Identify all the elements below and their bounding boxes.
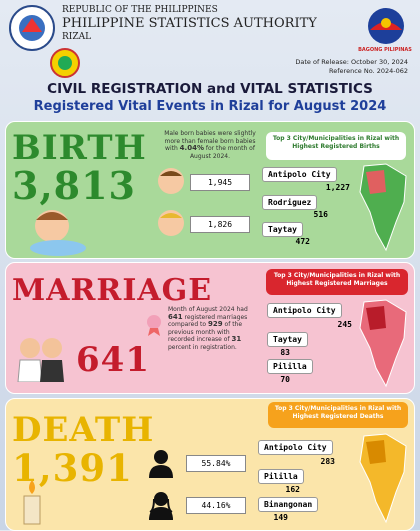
rizal-map <box>359 163 407 252</box>
female-icon <box>149 492 173 520</box>
note-text: percent in registration. <box>168 343 237 351</box>
marriage-total: 641 <box>76 340 150 380</box>
count: 1,227 <box>325 183 350 192</box>
birth-label: BIRTH <box>12 128 147 168</box>
birth-note: Male born babies were slightly more than… <box>158 130 262 160</box>
couple-illustration <box>17 338 64 382</box>
note-text: for the month of August 2024. <box>189 145 255 160</box>
note-text: Month of August 2024 had <box>168 306 248 313</box>
city: Taytay <box>262 222 303 237</box>
male-baby-icon <box>158 168 184 194</box>
release-date: Date of Release: October 30, 2024 <box>295 58 408 66</box>
city: Antipolo City <box>258 440 333 455</box>
marriage-label: MARRIAGE <box>12 273 213 308</box>
title: CIVIL REGISTRATION and VITAL STATISTICS <box>47 81 373 97</box>
male-deaths: 55.84% <box>186 455 246 472</box>
count: 283 <box>320 457 335 466</box>
city: Binangonan <box>258 497 319 512</box>
count: 472 <box>295 237 310 246</box>
count: 245 <box>337 320 352 329</box>
city: Antipolo City <box>262 167 337 182</box>
agency: PHILIPPINE STATISTICS AUTHORITY <box>62 16 317 31</box>
bagong-pilipinas-logo <box>368 8 404 44</box>
subtitle: Registered Vital Events in Rizal for Aug… <box>33 99 387 114</box>
female-births: 1,826 <box>190 216 250 233</box>
brand: BAGONG PILIPINAS <box>358 47 412 53</box>
baby-illustration <box>30 210 86 256</box>
city: Rodriguez <box>262 195 318 210</box>
city: Antipolo City <box>267 303 342 318</box>
death-label: DEATH <box>12 410 155 450</box>
note-text: registered marriages compared to <box>168 313 248 329</box>
candle-illustration <box>23 480 41 525</box>
rizal-map <box>359 433 407 524</box>
city: Taytay <box>267 332 308 347</box>
rizal-seal <box>50 48 80 78</box>
republic: REPUBLIC OF THE PHILIPPINES <box>62 5 218 15</box>
rizal-map <box>359 299 407 388</box>
female-deaths: 44.16% <box>186 497 246 514</box>
marriage-top-title: Top 3 City/Municipalities in Rizal with … <box>266 269 408 295</box>
psa-logo <box>9 5 55 51</box>
highlight: 31 <box>231 335 242 343</box>
male-births: 1,945 <box>190 174 250 191</box>
highlight: 4.04% <box>179 144 204 152</box>
female-baby-icon <box>158 210 184 236</box>
ribbon-icon <box>147 315 161 336</box>
region: RIZAL <box>62 32 92 42</box>
city: Pililla <box>258 469 304 484</box>
city: Pililla <box>267 359 313 374</box>
highlight: 929 <box>207 320 223 328</box>
count: 70 <box>280 375 290 384</box>
highlight: 641 <box>168 312 183 321</box>
count: 83 <box>280 348 290 357</box>
note-text: of the previous month with recorded incr… <box>168 321 243 343</box>
count: 149 <box>273 513 288 522</box>
count: 516 <box>313 210 328 219</box>
marriage-note: Month of August 2024 had 641 registered … <box>168 306 254 351</box>
count: 162 <box>285 485 300 494</box>
death-top-title: Top 3 City/Municipalities in Rizal with … <box>268 402 408 428</box>
birth-top-title: Top 3 City/Municipalities in Rizal with … <box>266 132 406 160</box>
reference: Reference No. 2024-062 <box>329 67 408 75</box>
birth-total: 3,813 <box>12 163 136 208</box>
note-text: Male born babies were slightly more than… <box>164 130 256 152</box>
male-icon <box>149 450 173 478</box>
